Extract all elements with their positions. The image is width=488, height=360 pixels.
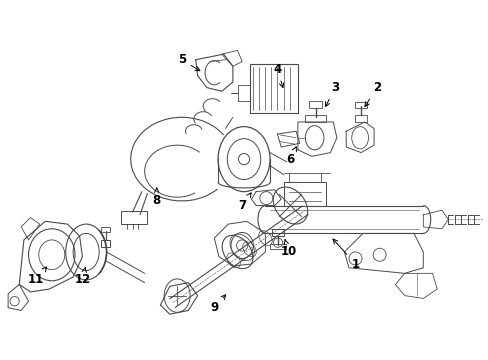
Bar: [305, 116, 325, 122]
Text: 2: 2: [364, 81, 380, 107]
Text: 8: 8: [152, 188, 161, 207]
Bar: [269, 244, 285, 249]
Text: 7: 7: [238, 193, 250, 212]
Text: 9: 9: [210, 295, 225, 314]
Bar: [355, 103, 366, 108]
Bar: [121, 211, 147, 224]
Bar: [271, 229, 284, 236]
Text: 11: 11: [28, 267, 46, 286]
Text: 6: 6: [286, 147, 296, 166]
Text: 1: 1: [332, 239, 359, 271]
Text: 5: 5: [177, 53, 200, 71]
Text: 3: 3: [325, 81, 338, 107]
Text: 10: 10: [280, 240, 296, 258]
Text: 4: 4: [273, 63, 283, 87]
Bar: [355, 116, 366, 122]
Bar: [308, 100, 322, 108]
Bar: [249, 64, 297, 113]
Bar: [101, 227, 110, 233]
Text: 12: 12: [74, 267, 90, 286]
Bar: [101, 240, 110, 247]
